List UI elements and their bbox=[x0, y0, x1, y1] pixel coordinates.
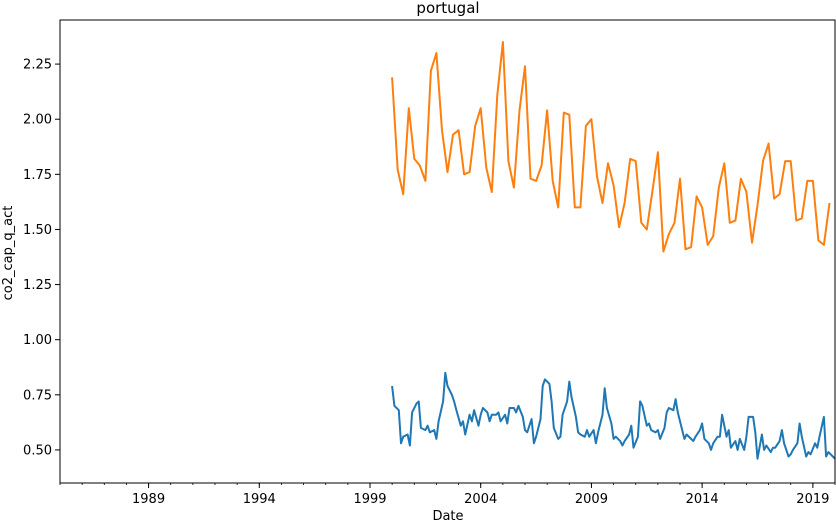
x-tick-label: 1994 bbox=[243, 492, 276, 507]
x-tick-label: 1999 bbox=[353, 492, 386, 507]
y-axis-title: co2_cap_q_act bbox=[1, 206, 16, 301]
plot-area bbox=[59, 19, 836, 484]
y-axis: 0.50 0.75 1.00 1.25 1.50 1.75 2.00 2.25 bbox=[23, 58, 60, 458]
y-tick-label: 1.75 bbox=[23, 168, 52, 183]
series-line-1 bbox=[391, 371, 836, 460]
y-tick-label: 2.25 bbox=[23, 58, 52, 73]
plot-frame bbox=[59, 19, 836, 484]
series-line-2 bbox=[391, 41, 831, 253]
chart-title: portugal bbox=[416, 0, 479, 17]
y-tick-label: 0.50 bbox=[23, 443, 52, 458]
x-axis-title: Date bbox=[432, 509, 463, 524]
x-tick-label: 2019 bbox=[796, 492, 829, 507]
y-tick-label: 0.75 bbox=[23, 388, 52, 403]
x-tick-label: 2009 bbox=[575, 492, 608, 507]
x-axis: 1989 1994 1999 2004 2009 2014 2019 bbox=[59, 483, 836, 507]
y-tick-label: 1.50 bbox=[23, 223, 52, 238]
x-tick-label: 1989 bbox=[132, 492, 165, 507]
x-tick-label: 2004 bbox=[464, 492, 497, 507]
y-tick-label: 1.00 bbox=[23, 333, 52, 348]
x-tick-label: 2014 bbox=[686, 492, 719, 507]
y-tick-label: 1.25 bbox=[23, 278, 52, 293]
y-tick-label: 2.00 bbox=[23, 113, 52, 128]
